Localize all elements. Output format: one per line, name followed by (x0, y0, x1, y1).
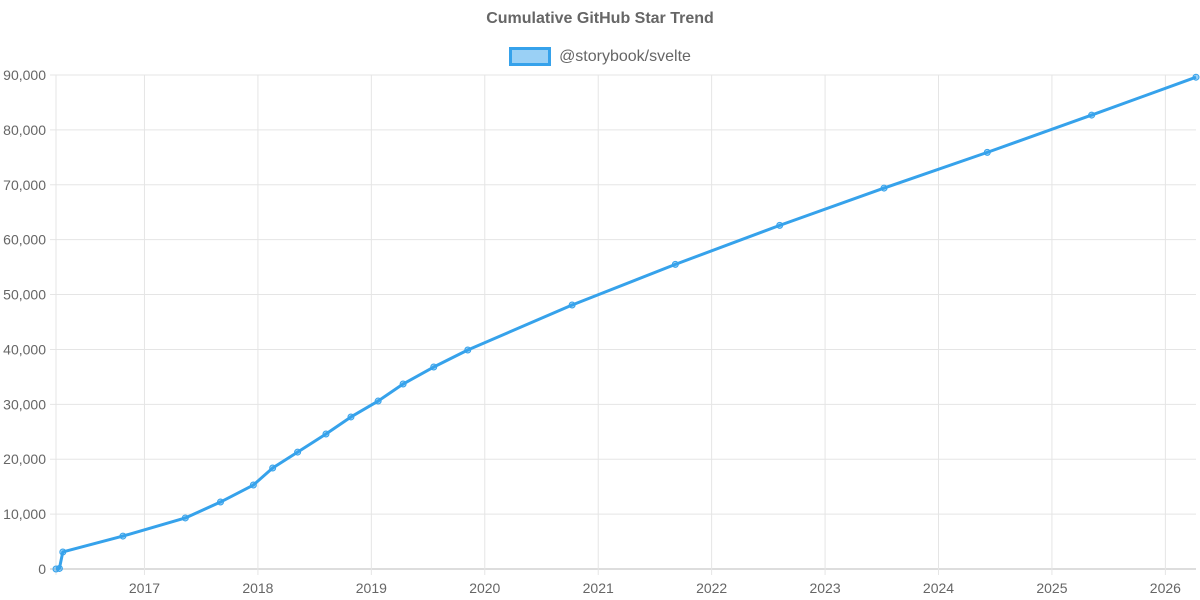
x-tick-label: 2020 (469, 580, 500, 596)
x-tick-label: 2025 (1036, 580, 1067, 596)
data-point (374, 397, 382, 405)
y-tick-label: 80,000 (3, 122, 46, 138)
x-tick-label: 2026 (1150, 580, 1181, 596)
series-line (55, 75, 1197, 571)
data-point (59, 548, 67, 556)
x-tick-label: 2021 (583, 580, 614, 596)
y-tick-label: 10,000 (3, 506, 46, 522)
x-tick-label: 2024 (923, 580, 954, 596)
legend-swatch (509, 47, 552, 66)
y-tick-label: 20,000 (3, 451, 46, 467)
x-tick-label: 2018 (242, 580, 273, 596)
data-point (399, 380, 407, 388)
data-point (269, 464, 277, 472)
x-tick-label: 2022 (696, 580, 727, 596)
data-point (249, 481, 257, 489)
y-tick-label: 70,000 (3, 177, 46, 193)
x-tick-label: 2017 (129, 580, 160, 596)
data-point (55, 564, 63, 572)
data-point (671, 260, 679, 268)
data-point (880, 184, 888, 192)
data-point (1088, 111, 1096, 119)
data-point (181, 514, 189, 522)
y-tick-label: 60,000 (3, 232, 46, 248)
y-tick-label: 50,000 (3, 287, 46, 303)
data-point (464, 346, 472, 354)
data-point (347, 413, 355, 421)
data-point (1192, 73, 1200, 81)
data-point (568, 301, 576, 309)
x-tick-label: 2019 (356, 580, 387, 596)
y-tick-label: 40,000 (3, 341, 46, 357)
y-tick-label: 0 (38, 561, 46, 577)
y-tick-label: 90,000 (3, 67, 46, 83)
y-tick-label: 30,000 (3, 396, 46, 412)
data-point (776, 221, 784, 229)
data-point (294, 448, 302, 456)
data-point (119, 532, 127, 540)
data-point (983, 148, 991, 156)
legend-label: @storybook/svelte (559, 47, 691, 65)
chart-title: Cumulative GitHub Star Trend (486, 10, 714, 27)
data-point (430, 363, 438, 371)
legend[interactable]: @storybook/svelte (0, 47, 1200, 66)
data-point (322, 430, 330, 438)
x-tick-label: 2023 (809, 580, 840, 596)
data-point (216, 498, 224, 506)
